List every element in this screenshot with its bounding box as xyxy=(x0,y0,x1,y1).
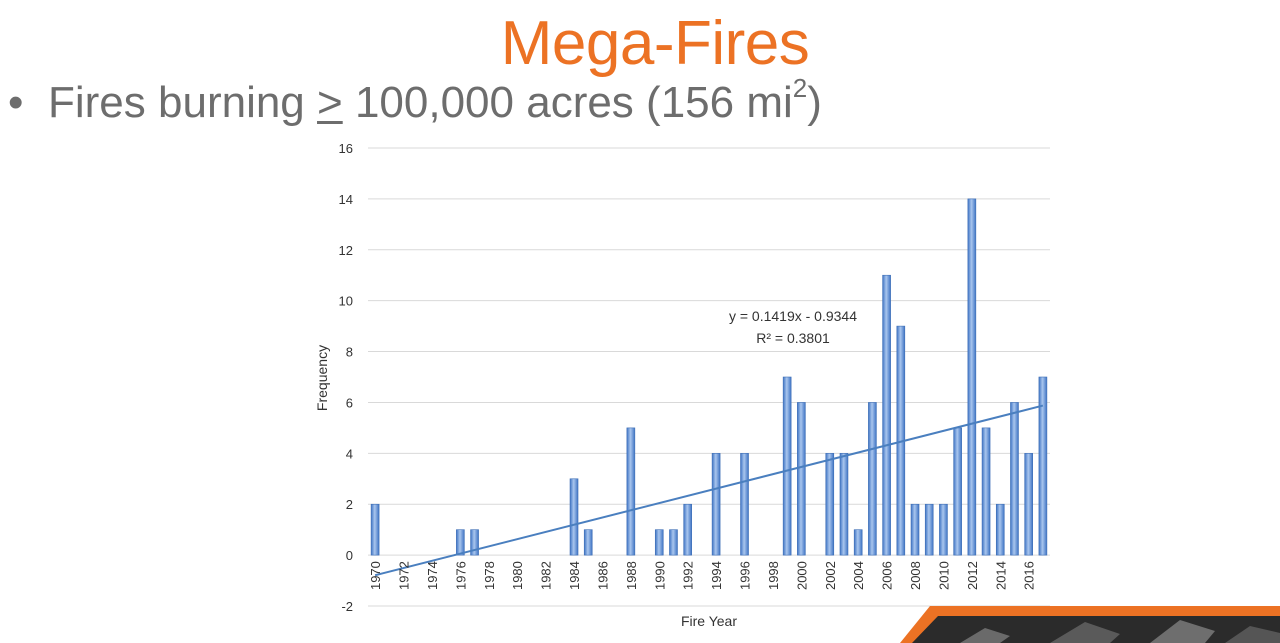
bar-2000 xyxy=(797,402,806,556)
trendline-r-squared: R² = 0.3801 xyxy=(756,330,830,346)
x-tick-label: 2002 xyxy=(823,561,838,590)
bullet-suffix: 100,000 acres (156 mi xyxy=(342,78,793,127)
trendline-group xyxy=(374,404,1044,577)
x-tick-label: 1992 xyxy=(681,561,696,590)
bar-1992 xyxy=(683,503,692,556)
bar-2008 xyxy=(910,503,920,556)
x-tick-label: 1982 xyxy=(539,561,554,590)
bars xyxy=(370,198,1048,556)
trendline-equation: y = 0.1419x - 0.9344 xyxy=(729,308,857,324)
x-tick-label: 1976 xyxy=(453,561,468,590)
y-tick-label: -2 xyxy=(341,599,353,614)
bar-1985 xyxy=(583,529,593,556)
y-tick-label: 14 xyxy=(339,192,353,207)
x-tick-label: 1984 xyxy=(567,561,582,590)
footer-decoration xyxy=(900,606,1280,643)
y-tick-labels: -2 0 2 4 6 8 10 12 14 16 xyxy=(339,141,353,614)
bar-1976 xyxy=(456,529,465,556)
bar-1970 xyxy=(370,503,380,556)
x-tick-label: 2004 xyxy=(851,561,866,590)
bar-1999 xyxy=(782,376,792,556)
x-tick-label: 2006 xyxy=(880,561,895,590)
bar-2017 xyxy=(1038,376,1048,556)
x-tick-label: 1990 xyxy=(652,561,667,590)
bar-2016 xyxy=(1024,453,1033,556)
x-tick-label: 2016 xyxy=(1022,561,1037,590)
x-tick-label: 1986 xyxy=(595,561,610,590)
bar-1991 xyxy=(669,529,678,556)
trendline xyxy=(374,404,1044,577)
x-tick-label: 1980 xyxy=(510,561,525,590)
x-tick-label: 2014 xyxy=(993,561,1008,590)
y-tick-label: 8 xyxy=(346,345,353,360)
x-tick-label: 1994 xyxy=(709,561,724,590)
bar-2009 xyxy=(924,503,934,556)
bar-2012 xyxy=(967,198,977,556)
y-tick-label: 12 xyxy=(339,243,353,258)
x-tick-label: 1988 xyxy=(624,561,639,590)
x-tick-label: 1970 xyxy=(368,561,383,590)
x-tick-label: 1996 xyxy=(738,561,753,590)
y-tick-label: 6 xyxy=(346,395,353,410)
bar-1977 xyxy=(470,529,479,556)
x-tick-label: 1972 xyxy=(397,561,412,590)
x-tick-label: 2008 xyxy=(908,561,923,590)
x-tick-label: 2012 xyxy=(965,561,980,590)
x-tick-label: 1974 xyxy=(425,561,440,590)
y-tick-label: 0 xyxy=(346,548,353,563)
bar-2015 xyxy=(1010,402,1019,556)
bar-2004 xyxy=(853,529,863,556)
bar-2005 xyxy=(868,402,877,556)
x-tick-label: 2010 xyxy=(936,561,951,590)
bar-2002 xyxy=(825,453,835,556)
bar-1990 xyxy=(654,529,664,556)
x-tick-label: 2000 xyxy=(794,561,809,590)
bar-1996 xyxy=(740,453,749,556)
bar-1988 xyxy=(626,427,636,556)
x-tick-label: 1978 xyxy=(482,561,497,590)
bar-2006 xyxy=(882,274,891,556)
bar-2010 xyxy=(939,503,948,556)
bar-1994 xyxy=(711,453,721,556)
bar-2003 xyxy=(839,453,849,556)
bar-2013 xyxy=(981,427,991,556)
y-tick-label: 16 xyxy=(339,141,353,156)
bar-2014 xyxy=(995,503,1005,556)
y-axis-title: Frequency xyxy=(314,345,330,411)
y-tick-label: 2 xyxy=(346,497,353,512)
y-tick-label: 10 xyxy=(339,294,353,309)
slide-title: Mega-Fires xyxy=(500,9,810,78)
x-axis-title: Fire Year xyxy=(681,613,737,629)
x-tick-label: 1998 xyxy=(766,561,781,590)
bullet-prefix: Fires burning xyxy=(48,78,318,127)
x-tick-labels: 1970 1972 1974 1976 1978 1980 1982 1984 1986 1988… xyxy=(368,561,1037,590)
bullet-comparator: > xyxy=(317,78,343,127)
y-tick-label: 4 xyxy=(346,446,353,461)
gridlines xyxy=(368,147,1050,607)
bar-1984 xyxy=(569,478,579,556)
bullet-marker: • xyxy=(8,78,24,127)
bullet-close: ) xyxy=(807,78,822,127)
bar-2011 xyxy=(953,427,962,556)
bullet-point: • Fires burning > 100,000 acres (156 mi2) xyxy=(8,75,822,128)
bullet-superscript: 2 xyxy=(792,73,808,103)
